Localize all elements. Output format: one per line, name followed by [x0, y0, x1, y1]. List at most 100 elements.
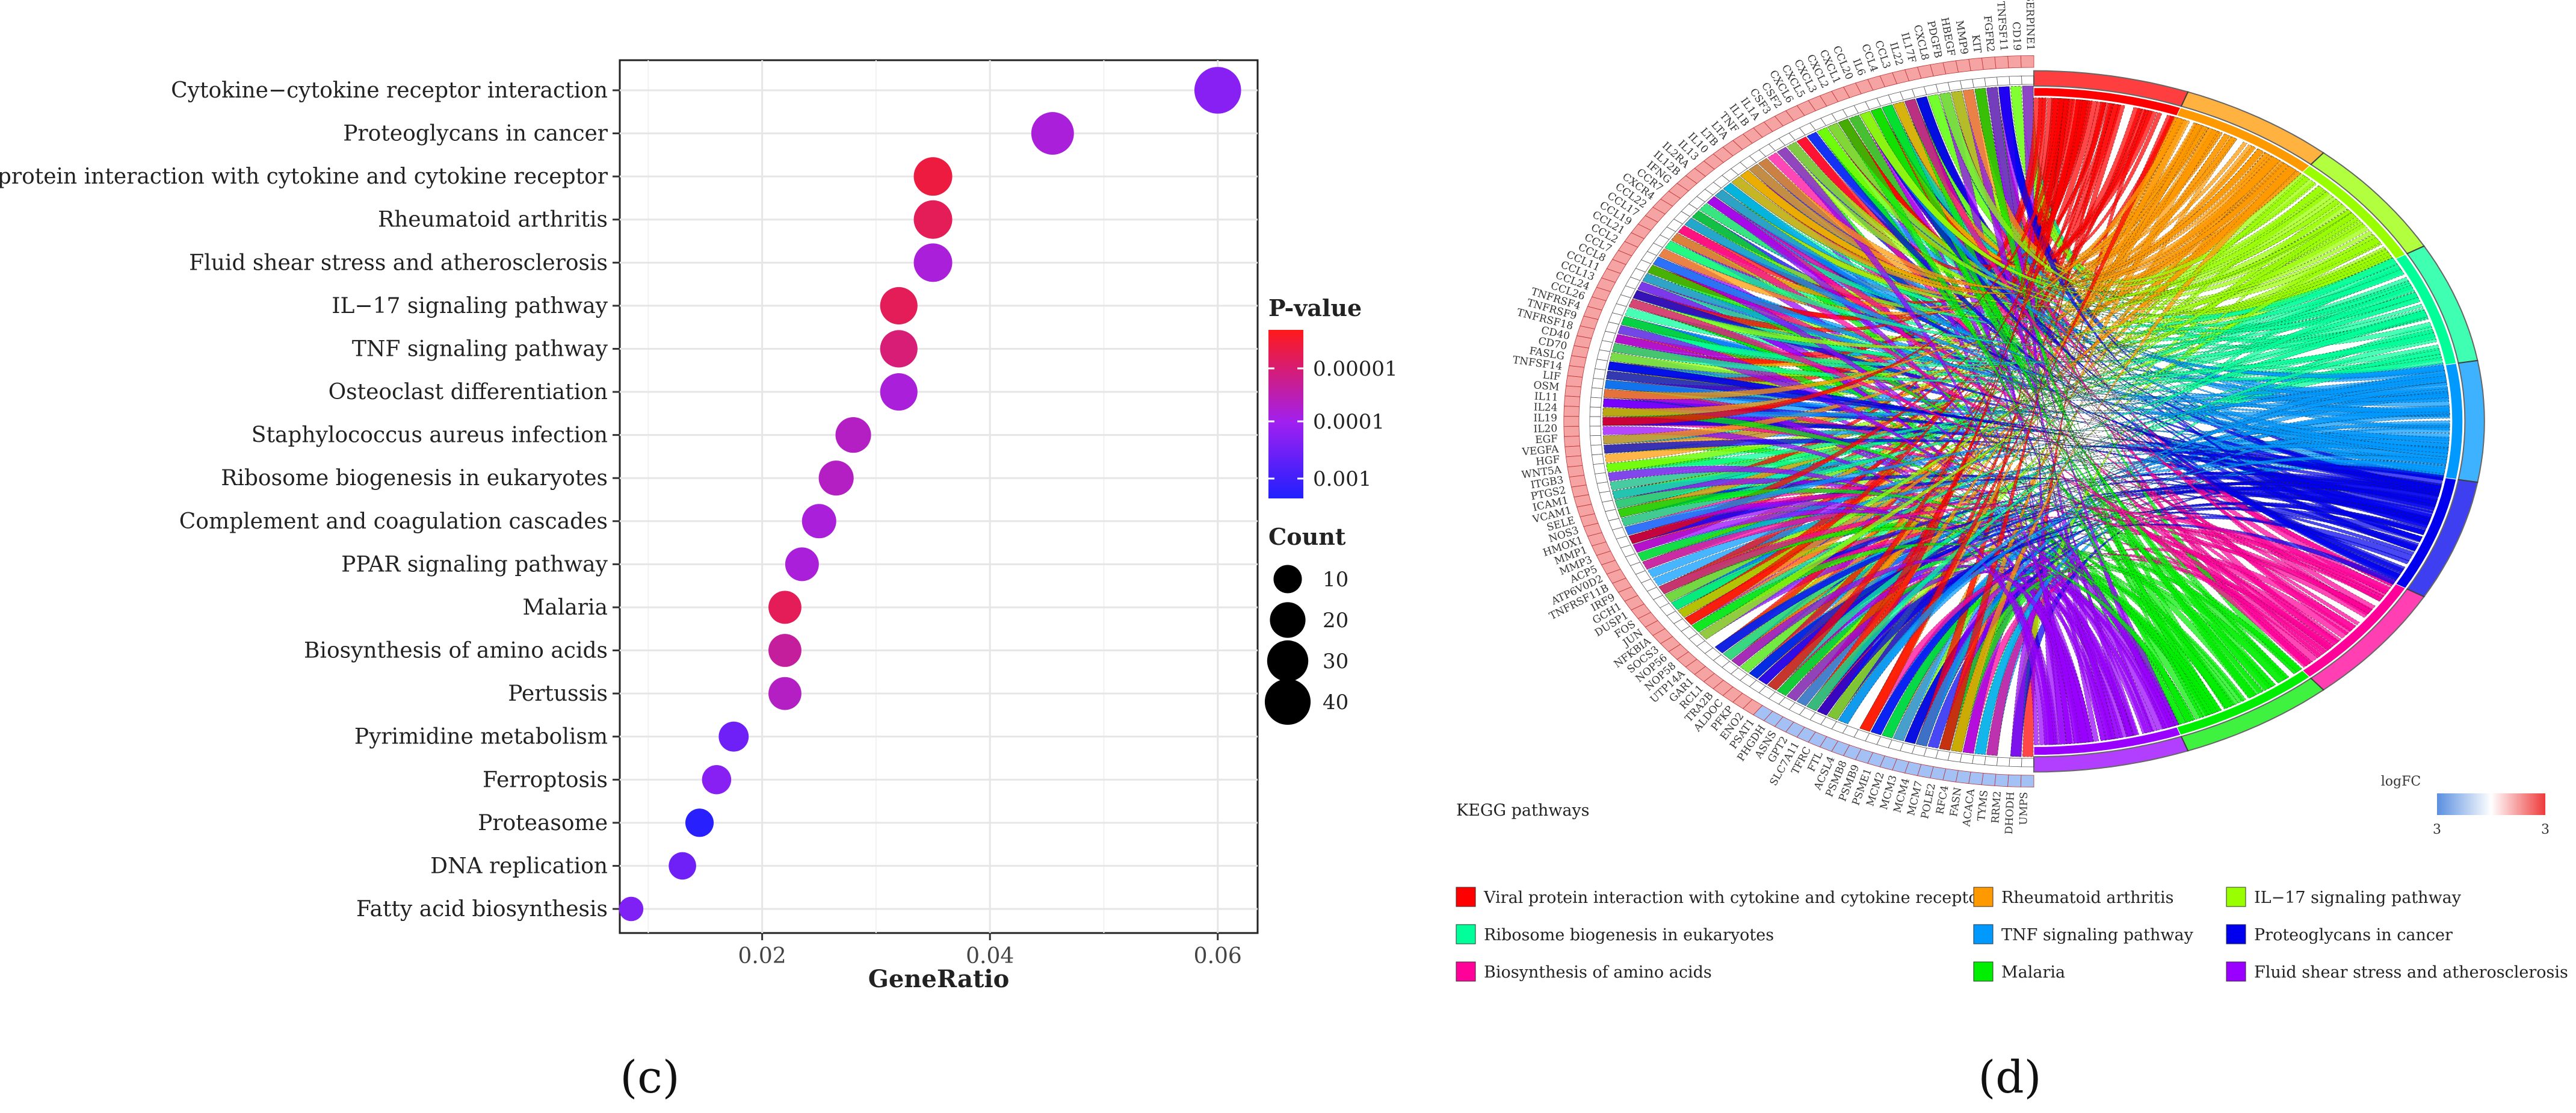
chord-diagram-panel: SERPINE1CD19TNFSF11FGFR2KITMMP9HBEGFPDGF…: [1456, 0, 2568, 982]
gene-label: IL19: [1533, 412, 1557, 424]
chord-ribbon: [2010, 85, 2429, 344]
gene-inner-segment: [1589, 416, 1601, 427]
chord-ribbon: [1620, 316, 2186, 725]
pvalue-legend-labels: 0.00001 0.0001 0.001: [1268, 357, 1398, 491]
gene-segment: [1564, 445, 1582, 457]
gene-segment: [1567, 365, 1585, 378]
gene-inner-segment: [1595, 472, 1608, 484]
data-point: [702, 765, 732, 795]
gene-inner-segment: [1592, 377, 1605, 389]
gene-segment: [2007, 55, 2022, 69]
chord-ribbon: [1731, 558, 2089, 743]
gene-inner-segment: [1599, 340, 1613, 352]
pathway-segment: [2033, 736, 2189, 773]
chord-ribbon: [1838, 119, 2193, 723]
chord-ribbon: [1870, 107, 2325, 289]
data-point: [1194, 67, 1241, 114]
pathway-legend-label: Biosynthesis of amino acids: [1484, 963, 1712, 982]
chord-ribbon: [1614, 257, 2398, 509]
pathway-legend-swatch: [1456, 887, 1476, 907]
category-label: Staphylococcus aureus infection: [252, 423, 608, 448]
chord-ribbon: [1647, 444, 2449, 578]
gene-label: TYMS: [1975, 790, 1991, 822]
gene-inner-segment: [2009, 757, 2022, 767]
chord-ribbon: [1796, 406, 2450, 707]
count-legend-dot: [1273, 565, 1302, 594]
gene-inner-segment: [1997, 76, 2010, 86]
logfc-colorbar: [2437, 793, 2545, 815]
gene-arc: [1563, 55, 2034, 788]
category-label: Cytokine−cytokine receptor interaction: [171, 78, 608, 103]
chord-ribbon: [1617, 166, 2298, 518]
gene-label: SERPINE1: [2024, 0, 2036, 51]
gene-segment: [1981, 57, 1997, 70]
gene-inner-segment: [1595, 359, 1608, 371]
category-label: PPAR signaling pathway: [341, 552, 608, 577]
gene-segment: [1994, 774, 2009, 787]
data-point: [802, 504, 836, 539]
gene-inner-segment: [1592, 453, 1605, 465]
chord-ribbon: [1892, 425, 2450, 742]
chord-ribbon: [1602, 98, 2065, 426]
chord-ribbon: [1707, 196, 2176, 728]
chord-ribbon: [1915, 98, 2069, 746]
gene-label: LIF: [1542, 369, 1561, 383]
chord-ribbon: [1749, 511, 2410, 679]
chord-ribbon: [1699, 212, 2356, 640]
category-label: Viral protein interaction with cytokine …: [0, 164, 608, 189]
chord-ribbon: [1604, 389, 2089, 743]
chord-ribbon: [1632, 509, 2173, 728]
category-label: Rheumatoid arthritis: [378, 208, 608, 232]
count-legend-dot: [1270, 602, 1306, 638]
pathway-inner-segment: [2033, 727, 2181, 755]
chord-ribbon: [1859, 111, 2442, 493]
pathway-legend-swatch: [1973, 887, 1994, 907]
chord-ribbon: [1658, 506, 2391, 595]
gene-segment: [1564, 385, 1582, 397]
category-label: IL−17 signaling pathway: [332, 294, 608, 318]
gene-segment: [1569, 355, 1587, 368]
gene-inner-segment: [1972, 755, 1986, 765]
chord-ribbon: [1671, 124, 2204, 309]
pathway-legend-label: Malaria: [2001, 963, 2065, 982]
gene-inner-segment: [1984, 76, 1998, 87]
data-point: [785, 547, 819, 581]
chord-ribbon: [1677, 176, 2310, 618]
gene-label: IL20: [1533, 423, 1557, 435]
chord-ribbon: [1617, 325, 2149, 734]
chord-ribbon: [1758, 391, 2449, 685]
chord-ribbon: [1904, 99, 2376, 611]
chord-ribbon: [1974, 88, 2209, 718]
gene-segment: [2020, 55, 2034, 68]
chord-ribbon: [1664, 423, 2450, 603]
data-point: [880, 373, 918, 411]
chord-ribbon: [1758, 152, 2270, 290]
panel-label-c: (c): [620, 1052, 679, 1103]
pathway-arc: [2033, 70, 2485, 773]
gene-segment: [1567, 465, 1585, 477]
chord-ribbon: [1611, 332, 2436, 383]
gene-inner-segment: [1590, 397, 1602, 408]
pathway-legend-swatch: [1973, 961, 1994, 982]
data-point: [1031, 112, 1074, 155]
chord-ribbon: [1691, 542, 2196, 722]
chord-ribbon: [1767, 99, 2081, 691]
chord-ribbon: [1951, 90, 2316, 284]
chord-ribbon: [1699, 123, 2202, 298]
gene-inner-segment: [1935, 749, 1951, 761]
pvalue-legend-label: 0.0001: [1313, 410, 1385, 434]
gene-inner-segment: [1590, 387, 1603, 398]
chord-ribbon: [1749, 523, 2389, 679]
gene-inner-segment: [1593, 463, 1606, 474]
chord-ribbon: [1642, 372, 2447, 570]
chord-ribbon: [1939, 581, 2134, 751]
category-label: Ferroptosis: [483, 767, 608, 792]
chord-ribbon: [1664, 240, 2418, 349]
pathway-legend-label: Viral protein interaction with cytokine …: [1483, 888, 1986, 907]
data-point: [835, 417, 871, 453]
gene-segment: [1968, 57, 1984, 72]
data-point: [913, 243, 953, 282]
data-point: [913, 157, 953, 196]
gene-segment: [1564, 395, 1581, 407]
category-label: Osteoclast differentiation: [329, 380, 608, 405]
